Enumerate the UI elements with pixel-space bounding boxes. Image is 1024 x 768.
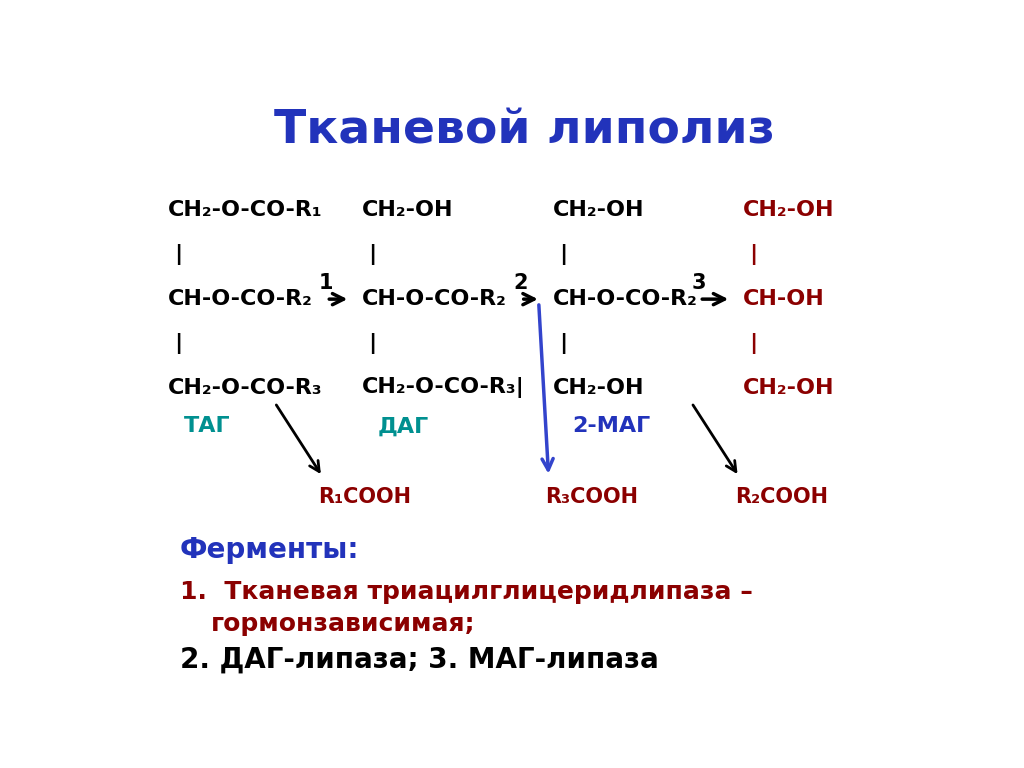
Text: CH₂-OH: CH₂-OH [743, 200, 835, 220]
Text: |: | [750, 333, 758, 354]
Text: R₁COOH: R₁COOH [318, 487, 412, 507]
Text: |: | [559, 244, 567, 265]
Text: гормонзависимая;: гормонзависимая; [211, 612, 476, 637]
Text: CH₂-O-CO-R₃|: CH₂-O-CO-R₃| [362, 377, 525, 399]
Text: CH-O-CO-R₂: CH-O-CO-R₂ [553, 289, 697, 310]
Text: |: | [750, 244, 758, 265]
Text: CH₂-OH: CH₂-OH [362, 200, 454, 220]
Text: |: | [369, 244, 377, 265]
Text: 1.  Тканевая триацилглицеридлипаза –: 1. Тканевая триацилглицеридлипаза – [179, 580, 753, 604]
Text: CH-OH: CH-OH [743, 289, 824, 310]
Text: CH₂-O-CO-R₁: CH₂-O-CO-R₁ [168, 200, 323, 220]
Text: 2-МАГ: 2-МАГ [572, 416, 650, 436]
Text: Ферменты:: Ферменты: [179, 537, 359, 564]
Text: |: | [174, 244, 182, 265]
Text: 2. ДАГ-липаза; 3. МАГ-липаза: 2. ДАГ-липаза; 3. МАГ-липаза [179, 646, 658, 674]
Text: CH₂-O-CO-R₃: CH₂-O-CO-R₃ [168, 378, 323, 398]
Text: CH₂-OH: CH₂-OH [553, 378, 644, 398]
Text: |: | [559, 333, 567, 354]
Text: R₃COOH: R₃COOH [545, 487, 638, 507]
Text: 3: 3 [691, 273, 706, 293]
Text: 2: 2 [513, 273, 527, 293]
Text: CH-O-CO-R₂: CH-O-CO-R₂ [168, 289, 312, 310]
Text: CH-O-CO-R₂: CH-O-CO-R₂ [362, 289, 507, 310]
Text: ДАГ: ДАГ [378, 416, 429, 436]
Text: R₂COOH: R₂COOH [735, 487, 828, 507]
Text: 1: 1 [318, 273, 333, 293]
Text: |: | [369, 333, 377, 354]
Text: CH₂-OH: CH₂-OH [553, 200, 644, 220]
Text: ТАГ: ТАГ [183, 416, 230, 436]
Text: CH₂-OH: CH₂-OH [743, 378, 835, 398]
Text: Тканевой липолиз: Тканевой липолиз [274, 108, 775, 153]
Text: |: | [174, 333, 182, 354]
